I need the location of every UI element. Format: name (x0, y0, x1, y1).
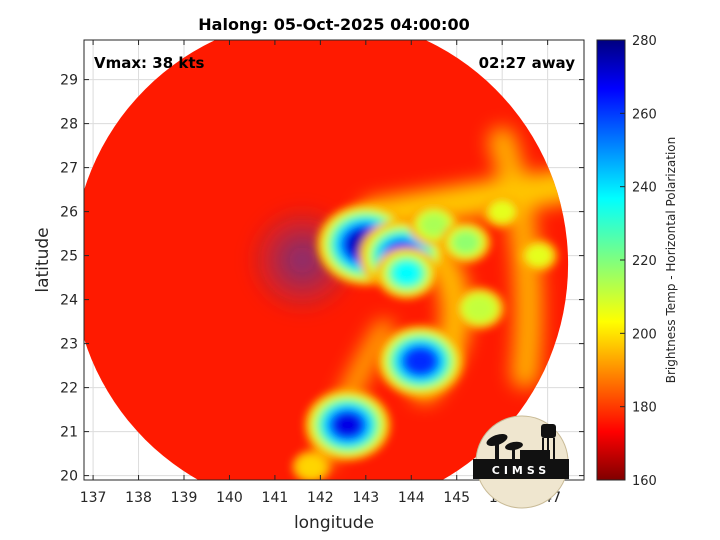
colorbar-label: Brightness Temp - Horizontal Polarizatio… (664, 137, 678, 384)
colorbar-tick-label: 220 (632, 254, 657, 269)
colorbar-tick-label: 160 (632, 474, 657, 489)
swath-heatmap (84, 40, 569, 480)
convective-cell (466, 297, 493, 320)
x-tick-label: 138 (125, 490, 152, 506)
colorbar-tick-label: 200 (632, 327, 657, 342)
y-tick-label: 20 (60, 469, 78, 485)
convective-cell (452, 231, 480, 254)
convective-cell (420, 213, 448, 236)
colorbar-tick-label: 180 (632, 401, 657, 416)
colorbar-tick-label: 260 (632, 107, 657, 122)
x-tick-label: 142 (307, 490, 334, 506)
y-tick-label: 28 (60, 117, 78, 133)
y-axis-label: latitude (33, 227, 53, 292)
colorbar-tick-label: 240 (632, 181, 657, 196)
chart-title: Halong: 05-Oct-2025 04:00:00 (198, 15, 469, 34)
x-axis-label: longitude (294, 513, 374, 533)
x-tick-label: 141 (262, 490, 289, 506)
convective-cell (525, 244, 552, 267)
y-tick-label: 29 (60, 73, 78, 89)
rain-band (357, 168, 569, 233)
cimss-logo: CIMSS (473, 415, 569, 509)
convective-cell (407, 350, 434, 373)
colorbar-tick-label: 280 (632, 34, 657, 49)
y-tick-label: 25 (60, 249, 78, 265)
convective-cell (393, 262, 420, 285)
y-tick-label: 22 (60, 381, 78, 397)
y-axis: 20 21 22 23 24 25 26 27 28 29 (60, 73, 584, 485)
x-tick-label: 144 (398, 490, 425, 506)
x-tick-label: 145 (443, 490, 470, 506)
x-tick-label: 139 (171, 490, 198, 506)
x-tick-label: 140 (216, 490, 243, 506)
x-tick-label: 143 (352, 490, 379, 506)
y-tick-label: 26 (60, 205, 78, 221)
convective-cell (298, 455, 325, 478)
y-tick-label: 23 (60, 337, 78, 353)
away-annotation: 02:27 away (479, 54, 576, 72)
colorbar: 160 180 200 220 240 260 280 Brightness Temp - … (596, 34, 678, 489)
vmax-annotation: Vmax: 38 kts (94, 54, 204, 72)
y-tick-label: 27 (60, 161, 78, 177)
convective-cell (334, 414, 361, 436)
axes-frame (83, 39, 585, 481)
y-tick-label: 24 (60, 293, 78, 309)
convective-cell (488, 200, 516, 223)
svg-text:CIMSS: CIMSS (492, 464, 550, 477)
x-tick-label: 137 (80, 490, 107, 506)
y-tick-label: 21 (60, 425, 78, 441)
